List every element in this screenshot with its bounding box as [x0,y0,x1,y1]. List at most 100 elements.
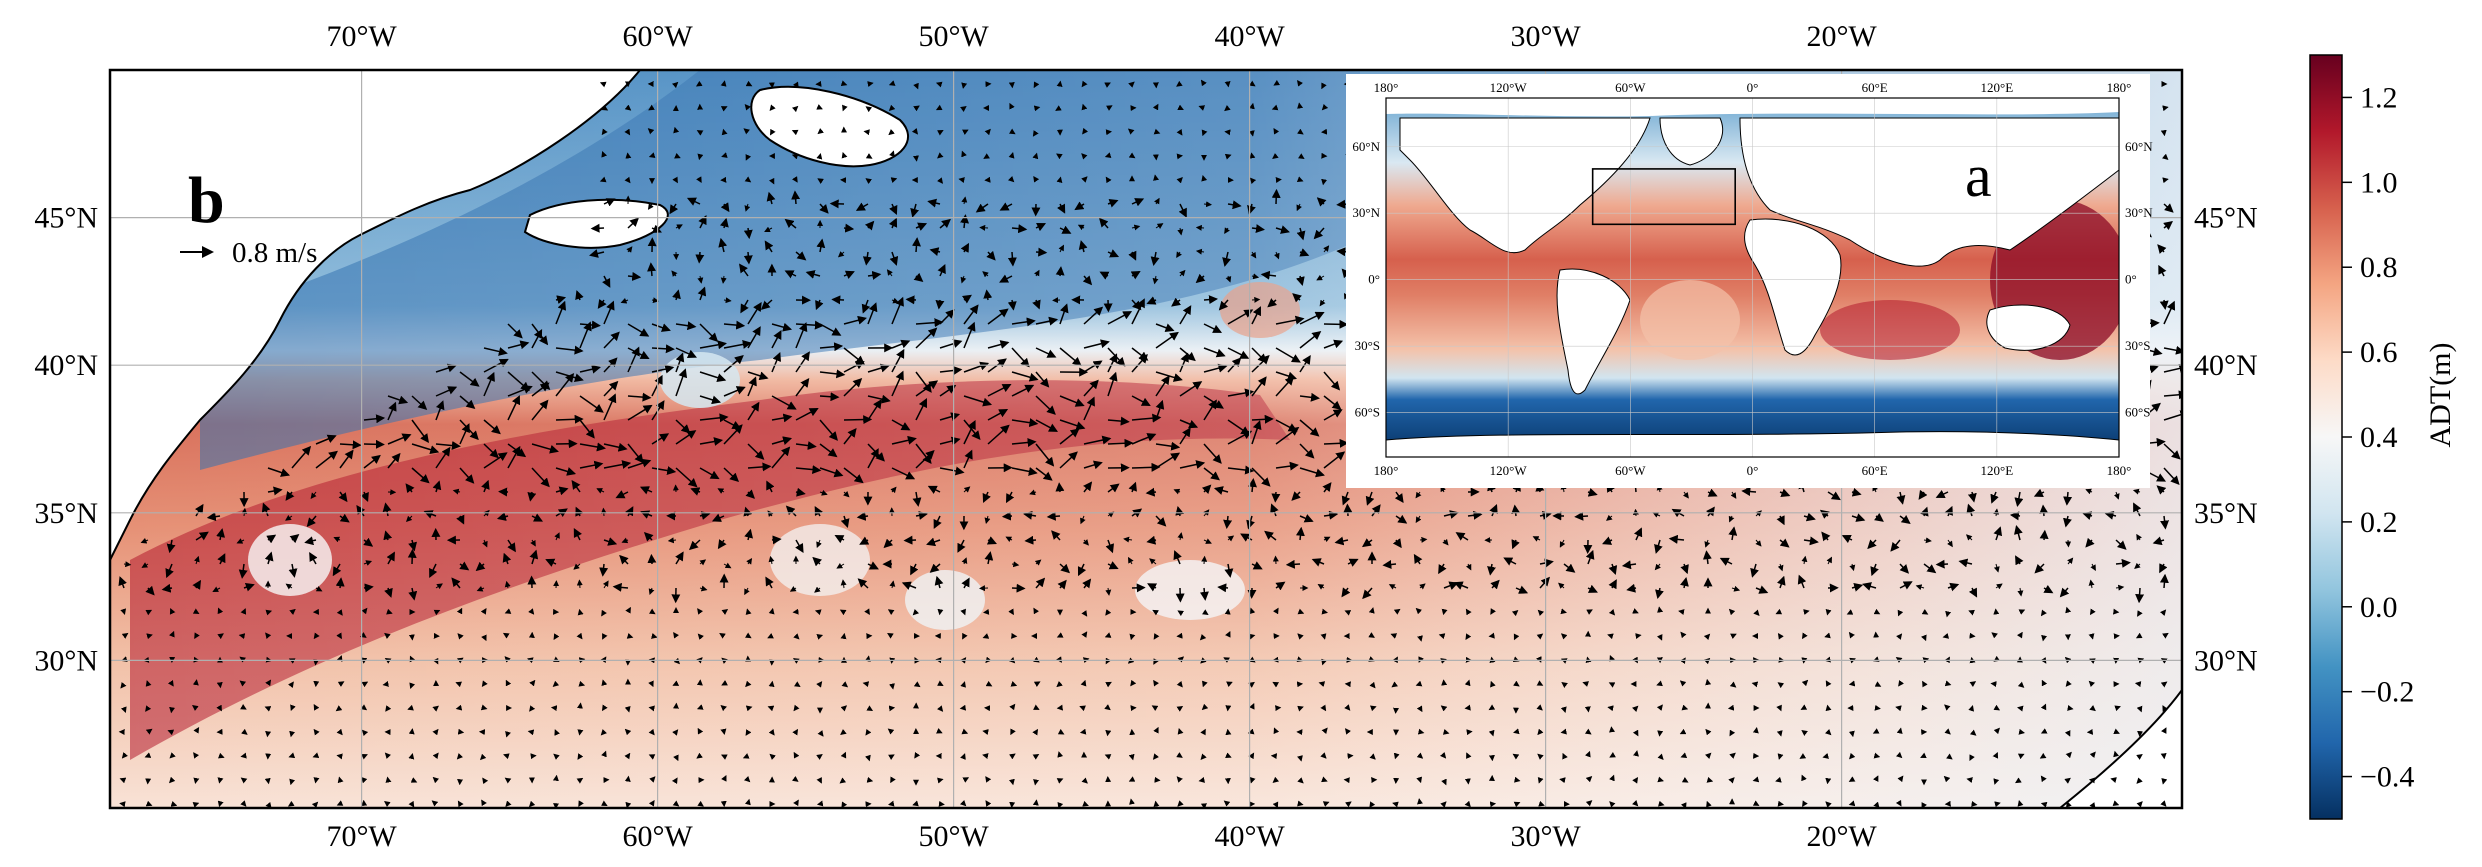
velocity-arrow-icon [1036,800,1037,804]
velocity-arrow-icon [820,154,821,156]
velocity-arrow-icon [1108,732,1109,735]
velocity-arrow-icon [772,539,780,540]
inset-lon-tick-top: 180° [1374,80,1399,95]
velocity-arrow-icon [905,540,916,541]
colorbar-tick-label: 0.8 [2360,251,2398,284]
velocity-arrow-icon [1560,779,1564,780]
velocity-arrow-icon [1743,491,1756,492]
scale-arrow-label: 0.8 m/s [232,237,317,269]
velocity-arrow-icon [1420,780,1421,782]
velocity-arrow-icon [556,419,582,420]
lat-tick-label-left: 30°N [34,644,98,677]
lon-tick-label-bottom: 50°W [918,820,989,853]
velocity-arrow-icon [484,708,487,709]
velocity-arrow-icon [1252,300,1259,301]
velocity-arrow-icon [1324,612,1327,613]
panel-b-lat-ticks-left: 45°N40°N35°N30°N [34,202,98,678]
velocity-arrow-icon [651,555,652,564]
velocity-arrow-icon [699,156,700,159]
inset-lon-tick-bottom: 120°W [1490,463,1528,478]
lat-tick-label-left: 40°N [34,349,98,382]
velocity-arrow-icon [1048,516,1060,517]
velocity-arrow-icon [1012,252,1013,265]
velocity-arrow-icon [723,130,724,132]
inset-lat-tick-left: 0° [1368,272,1380,287]
velocity-arrow-icon [592,228,604,229]
lat-tick-label-left: 45°N [34,202,98,235]
velocity-arrow-icon [219,804,220,806]
atlantic-ocean [1640,280,1740,360]
inset-lon-tick-bottom: 180° [1374,463,1399,478]
velocity-arrow-icon [1395,756,1396,758]
velocity-arrow-icon [219,780,220,783]
velocity-arrow-icon [412,550,413,564]
velocity-arrow-icon [2139,588,2140,602]
velocity-arrow-icon [1937,564,1948,565]
inset-lon-tick-top: 0° [1747,80,1759,95]
velocity-arrow-icon [748,252,749,263]
inset-lon-tick-bottom: 60°W [1615,463,1646,478]
lat-tick-label-right: 30°N [2194,644,2258,677]
lon-tick-label-top: 60°W [622,20,693,53]
velocity-arrow-icon [120,803,124,804]
lon-tick-label-bottom: 30°W [1510,820,1581,853]
velocity-arrow-icon [1132,467,1159,468]
velocity-arrow-icon [940,779,943,780]
velocity-arrow-icon [1588,708,1589,712]
velocity-arrow-icon [220,684,221,687]
velocity-arrow-icon [820,635,822,636]
velocity-arrow-icon [316,780,317,783]
inset-lon-tick-bottom: 60°E [1862,463,1888,478]
lat-tick-label-right: 35°N [2194,497,2258,530]
lat-tick-label-right: 40°N [2194,349,2258,382]
velocity-arrow-icon [833,300,844,301]
velocity-arrow-icon [364,444,383,445]
velocity-arrow-icon [171,708,172,712]
velocity-arrow-icon [1611,727,1612,732]
velocity-arrow-icon [1252,635,1254,636]
inset-lat-tick-right: 30°N [2125,205,2153,220]
inset-lat-tick-right: 60°N [2125,139,2153,154]
colorbar-tick-label: 0.0 [2360,591,2398,624]
velocity-arrow-icon [1300,804,1303,805]
inset-lon-tick-bottom: 120°E [1981,463,2014,478]
lon-tick-label-bottom: 40°W [1214,820,1285,853]
velocity-arrow-icon [2092,636,2093,639]
velocity-arrow-icon [1972,706,1973,708]
inset-lon-tick-bottom: 180° [2107,463,2132,478]
velocity-arrow-icon [699,252,700,262]
velocity-arrow-icon [1608,707,1612,708]
velocity-arrow-icon [2164,132,2165,135]
colorbar-tick-label: 0.6 [2360,336,2398,369]
velocity-arrow-icon [1324,324,1347,325]
velocity-arrow-icon [984,612,988,613]
velocity-arrow-icon [2044,531,2045,540]
inset-lon-tick-top: 60°W [1615,80,1646,95]
velocity-arrow-icon [1060,268,1061,276]
velocity-arrow-icon [457,708,460,709]
velocity-arrow-icon [1514,732,1516,733]
velocity-arrow-icon [1204,204,1211,205]
inset-lat-tick-left: 30°S [1355,338,1380,353]
velocity-arrow-icon [1204,557,1205,564]
panel-a-label: a [1965,143,1992,209]
velocity-arrow-icon [1276,180,1281,181]
velocity-arrow-icon [1219,587,1228,588]
velocity-arrow-icon [844,419,871,420]
velocity-arrow-icon [579,580,580,588]
velocity-arrow-icon [1850,804,1852,805]
velocity-arrow-icon [580,732,581,735]
colorbar-ticks: 1.21.00.80.60.40.20.0−0.2−0.4 [2342,81,2414,793]
colorbar-tick-label: 0.2 [2360,506,2398,539]
velocity-arrow-icon [1828,706,1829,708]
inset-lat-tick-left: 60°N [1352,139,1380,154]
velocity-arrow-icon [267,732,268,736]
velocity-arrow-icon [1036,154,1037,156]
colorbar-tick-label: −0.2 [2360,676,2414,709]
velocity-arrow-icon [1106,156,1108,157]
velocity-arrow-icon [529,731,532,732]
velocity-arrow-icon [1587,658,1588,661]
